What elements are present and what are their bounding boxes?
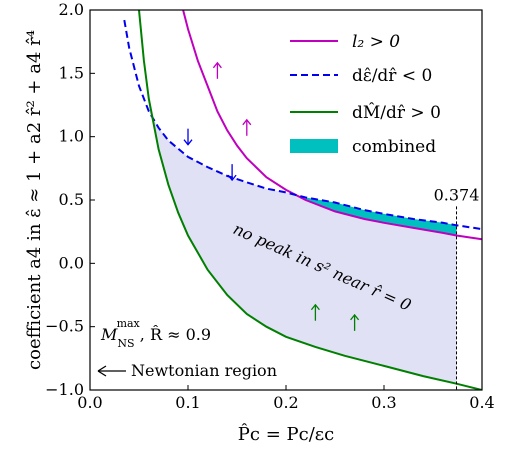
direction-arrow-0 xyxy=(212,61,222,79)
no-peak-region-shade xyxy=(148,98,457,384)
series-line-l2 xyxy=(182,10,482,241)
series-group xyxy=(123,10,482,390)
legend-label-dm: dM̂/dr̂ > 0 xyxy=(352,103,441,123)
x-tick-label: 0.4 xyxy=(469,393,494,412)
combined-region-fill xyxy=(305,197,457,236)
ns-annotation-m: M xyxy=(100,325,118,344)
newtonian-arrow xyxy=(97,365,126,377)
legend-swatch-combined xyxy=(290,139,338,153)
y-axis-label: coefficient a4 in ε̂ ≈ 1 + a2 r̂² + a4 r… xyxy=(24,30,45,370)
direction-arrow-3 xyxy=(227,164,237,182)
y-tick-label: 0.5 xyxy=(59,190,84,209)
legend-label-combined: combined xyxy=(352,137,436,157)
x-tick-label: 0.0 xyxy=(77,393,102,412)
y-tick-label: 2.0 xyxy=(59,0,84,19)
y-tick-label: −1.0 xyxy=(45,380,84,399)
series-line-dm xyxy=(138,10,482,390)
plot-area xyxy=(123,10,482,390)
direction-arrow-2 xyxy=(183,128,193,146)
ns-annotation: MNS max, R̂ ≈ 0.9 xyxy=(100,317,211,350)
newtonian-label: Newtonian region xyxy=(131,361,277,380)
y-tick-label: 1.0 xyxy=(59,127,84,146)
x-tick-label: 0.2 xyxy=(273,393,298,412)
y-tick-label: 1.5 xyxy=(59,63,84,82)
legend: l₂ > 0 dε̂/dr̂ < 0 dM̂/dr̂ > 0 combined xyxy=(290,32,441,157)
ns-annotation-tail: , R̂ ≈ 0.9 xyxy=(140,325,211,344)
direction-arrow-5 xyxy=(350,313,360,331)
tick-group: 0.0 0.1 0.2 0.3 0.4 −1.0 −0.5 0.0 0.5 1.0 1.5 2.0 xyxy=(45,0,495,412)
y-tick-label: 0.0 xyxy=(59,253,84,272)
legend-label-deps: dε̂/dr̂ < 0 xyxy=(352,66,432,86)
x-axis-label: P̂c = Pc/εc xyxy=(238,423,334,445)
x-tick-label: 0.3 xyxy=(371,393,396,412)
x-tick-label: 0.1 xyxy=(175,393,200,412)
arrow-group xyxy=(183,61,360,331)
ns-annotation-sup: max xyxy=(117,317,141,330)
direction-arrow-4 xyxy=(310,303,320,321)
ns-annotation-sub: NS xyxy=(117,337,134,350)
legend-label-l2: l₂ > 0 xyxy=(352,32,400,52)
y-tick-label: −0.5 xyxy=(45,317,84,336)
direction-arrow-1 xyxy=(242,118,252,136)
pc-limit-label: 0.374 xyxy=(434,185,480,204)
series-line-deps xyxy=(123,19,482,231)
